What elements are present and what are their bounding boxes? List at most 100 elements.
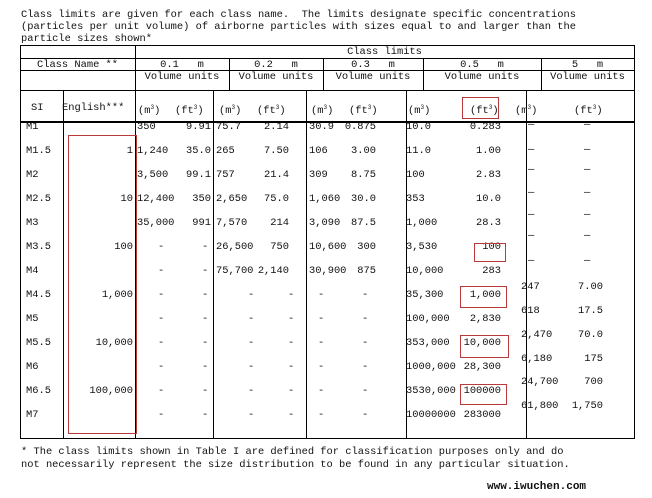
table-rule <box>406 90 407 439</box>
no-limit-dash: — <box>584 187 591 199</box>
table-rule <box>229 58 230 91</box>
concentration-value: 750 <box>270 241 289 253</box>
highlight-box <box>462 97 499 119</box>
concentration-value: 7.00 <box>578 281 603 293</box>
concentration-value: 283 <box>482 265 501 277</box>
intro-line: Class limits are given for each class na… <box>21 9 576 21</box>
concentration-value: 12,400 <box>137 193 175 205</box>
table-rule <box>20 121 635 123</box>
si-class-name: M3 <box>26 217 39 229</box>
unit-ft3-header: (ft3) <box>574 104 603 117</box>
particle-size-header: 0.5 m <box>460 59 504 71</box>
table-rule <box>306 90 307 439</box>
volume-units-header: Volume units <box>238 71 314 83</box>
concentration-value: 7.50 <box>264 145 289 157</box>
si-class-name: M4 <box>26 265 39 277</box>
no-limit-dash: — <box>584 119 591 131</box>
concentration-value: 618 <box>521 305 540 317</box>
highlight-box <box>460 286 507 308</box>
particle-size-header: 0.3 m <box>351 59 395 71</box>
concentration-value: 28,300 <box>463 361 501 373</box>
highlight-box <box>474 243 506 262</box>
si-class-name: M6.5 <box>26 385 51 397</box>
concentration-value: 875 <box>357 265 376 277</box>
si-header: SI <box>31 102 44 114</box>
table-rule <box>20 58 635 59</box>
concentration-value: - <box>248 385 255 397</box>
highlight-box <box>68 135 137 434</box>
no-limit-dash: — <box>528 164 535 176</box>
highlight-box <box>460 335 509 358</box>
concentration-value: - <box>158 361 165 373</box>
concentration-value: - <box>362 409 369 421</box>
volume-units-header: Volume units <box>444 71 520 83</box>
table-rule <box>213 90 214 439</box>
concentration-value: 283000 <box>463 409 501 421</box>
highlight-box <box>460 384 507 405</box>
table-rule <box>20 438 635 439</box>
concentration-value: 700 <box>584 376 603 388</box>
concentration-value: - <box>318 361 325 373</box>
unit-ft3-header: (ft3) <box>257 104 286 117</box>
english-class-name: 100,000 <box>89 385 133 397</box>
concentration-value: 247 <box>521 281 540 293</box>
table-rule <box>63 90 64 439</box>
table-rule <box>20 45 635 46</box>
no-limit-dash: — <box>528 187 535 199</box>
concentration-value: 175 <box>584 353 603 365</box>
concentration-value: 8.75 <box>351 169 376 181</box>
table-rule <box>135 45 136 91</box>
concentration-value: - <box>362 289 369 301</box>
concentration-value: 6,180 <box>521 353 553 365</box>
unit-m3-header: (m3) <box>219 104 242 117</box>
concentration-value: 3,090 <box>309 217 341 229</box>
concentration-value: 10.0 <box>476 193 501 205</box>
concentration-value: - <box>288 385 295 397</box>
si-class-name: M5.5 <box>26 337 51 349</box>
concentration-value: 309 <box>309 169 328 181</box>
concentration-value: - <box>202 361 209 373</box>
english-class-name: 1 <box>126 145 133 157</box>
concentration-value: - <box>158 241 165 253</box>
concentration-value: 7,570 <box>216 217 248 229</box>
table-rule <box>423 58 424 91</box>
concentration-value: - <box>158 409 165 421</box>
concentration-value: 353 <box>406 193 425 205</box>
english-class-name: 10 <box>120 193 133 205</box>
english-class-name: 100 <box>114 241 133 253</box>
concentration-value: 11.0 <box>406 145 431 157</box>
concentration-value: - <box>202 313 209 325</box>
table-rule <box>526 90 527 439</box>
concentration-value: 10,000 <box>463 337 501 349</box>
concentration-value: 75.0 <box>264 193 289 205</box>
english-class-name: 10,000 <box>95 337 133 349</box>
concentration-value: 28.3 <box>476 217 501 229</box>
concentration-value: 3530,000 <box>406 385 456 397</box>
no-limit-dash: — <box>528 144 535 156</box>
no-limit-dash: — <box>584 255 591 267</box>
concentration-value: 2,140 <box>257 265 289 277</box>
concentration-value: 35,000 <box>137 217 175 229</box>
concentration-value: 2.14 <box>264 121 289 133</box>
concentration-value: 2,470 <box>521 329 553 341</box>
si-class-name: M2.5 <box>26 193 51 205</box>
concentration-value: 265 <box>216 145 235 157</box>
volume-units-header: Volume units <box>550 71 625 83</box>
intro-line: particle sizes shown* <box>21 33 152 45</box>
concentration-value: 991 <box>192 217 211 229</box>
concentration-value: 9.91 <box>186 121 211 133</box>
concentration-value: 214 <box>270 217 289 229</box>
concentration-value: - <box>202 409 209 421</box>
volume-units-header: Volume units <box>335 71 411 83</box>
concentration-value: 1000,000 <box>406 361 456 373</box>
intro-line: (particles per unit volume) of airborne … <box>21 21 576 33</box>
concentration-value: - <box>248 289 255 301</box>
table-rule <box>20 90 635 91</box>
footnote-line: not necessarily represent the size distr… <box>21 459 570 471</box>
si-class-name: M4.5 <box>26 289 51 301</box>
english-header: English*** <box>62 102 125 114</box>
concentration-value: - <box>202 241 209 253</box>
watermark: www.iwuchen.com <box>487 481 587 493</box>
concentration-value: 2.83 <box>476 169 501 181</box>
concentration-value: 353,000 <box>406 337 450 349</box>
